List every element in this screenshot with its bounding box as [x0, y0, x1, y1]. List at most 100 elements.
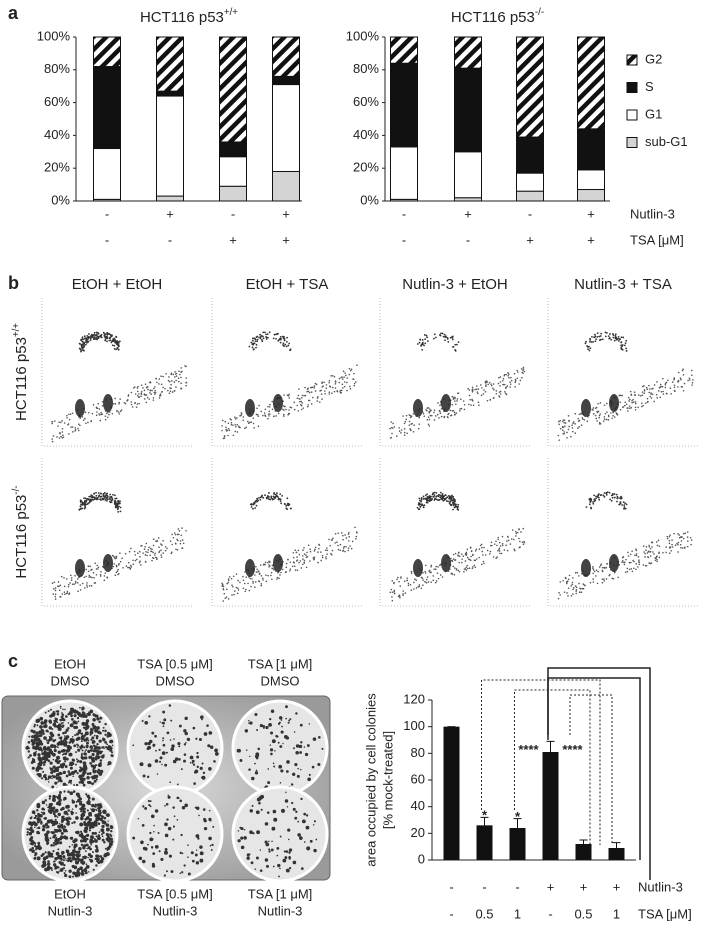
- dot: [147, 551, 149, 554]
- dot: [268, 566, 270, 568]
- dot: [452, 558, 455, 560]
- dot: [422, 579, 424, 581]
- dot: [228, 429, 231, 432]
- dot: [592, 502, 595, 505]
- dot: [247, 422, 250, 425]
- colony: [71, 735, 74, 738]
- dot: [508, 376, 510, 379]
- dot: [70, 426, 72, 428]
- dot: [557, 434, 560, 437]
- dot: [255, 343, 258, 346]
- dot: [83, 349, 85, 352]
- dot: [647, 400, 649, 403]
- colony: [84, 850, 87, 853]
- colony: [144, 806, 148, 810]
- dot: [126, 400, 128, 402]
- dot: [227, 422, 230, 425]
- dot: [144, 554, 147, 556]
- dot: [487, 383, 490, 386]
- colony: [256, 830, 261, 835]
- dot: [252, 580, 254, 583]
- colony: [51, 869, 53, 872]
- colony: [84, 867, 88, 870]
- dot: [445, 336, 447, 339]
- blob: [609, 394, 619, 412]
- dot: [95, 497, 98, 500]
- dot: [165, 372, 167, 375]
- dot: [234, 430, 237, 433]
- colony: [107, 820, 109, 822]
- dot: [680, 536, 682, 538]
- colony: [68, 772, 72, 777]
- colony: [61, 817, 66, 822]
- colony: [58, 771, 62, 776]
- colony: [280, 730, 284, 734]
- well-label: DMSO: [261, 673, 300, 688]
- colony: [107, 836, 111, 840]
- dot: [179, 542, 182, 545]
- dot: [99, 573, 102, 576]
- dot: [295, 551, 298, 554]
- colony: [49, 866, 53, 870]
- y-tick-label: 40%: [353, 127, 379, 142]
- colony: [183, 753, 187, 756]
- dot: [92, 334, 95, 336]
- dot: [395, 435, 398, 437]
- dot: [587, 348, 589, 350]
- colony: [81, 803, 86, 808]
- dot: [625, 503, 628, 506]
- colony: [54, 842, 58, 846]
- dot: [181, 539, 184, 541]
- flow-plot: [41, 298, 192, 447]
- row-label-text: HCT116 p53: [13, 495, 30, 579]
- panel-label: b: [8, 273, 19, 293]
- bar-segment: [93, 66, 121, 150]
- colony: [85, 843, 89, 847]
- colony: [305, 825, 310, 830]
- colony: [264, 858, 269, 862]
- colony: [313, 848, 317, 853]
- well-label: Nutlin-3: [153, 903, 198, 918]
- dot: [413, 588, 415, 590]
- colony: [244, 829, 246, 831]
- colony: [80, 755, 84, 759]
- dot: [641, 391, 644, 393]
- dot: [637, 556, 640, 558]
- dot: [222, 588, 225, 591]
- dot: [63, 591, 66, 593]
- condition-label: +: [613, 879, 621, 894]
- dot: [106, 340, 108, 343]
- condition-label: +: [282, 232, 290, 247]
- colony: [92, 749, 96, 753]
- dot: [433, 494, 436, 497]
- colony: [285, 868, 290, 873]
- colony: [79, 738, 81, 741]
- colony: [62, 718, 66, 722]
- colony: [96, 726, 100, 730]
- colony: [294, 763, 298, 767]
- colony: [75, 783, 79, 787]
- dot: [81, 503, 84, 505]
- dot: [514, 549, 516, 552]
- dot: [261, 340, 264, 343]
- colony: [51, 728, 54, 731]
- colony: [46, 825, 50, 829]
- colony: [68, 816, 70, 818]
- colony: [102, 738, 106, 742]
- dot: [136, 394, 139, 397]
- dot: [277, 571, 279, 574]
- dot: [598, 416, 600, 419]
- colony: [64, 715, 68, 718]
- colony: [248, 768, 251, 771]
- dot: [485, 385, 487, 387]
- dot: [499, 390, 502, 393]
- dot: [111, 412, 114, 415]
- colony: [73, 865, 78, 870]
- dot: [497, 538, 500, 541]
- colony: [173, 815, 176, 818]
- dot: [66, 590, 69, 593]
- colony: [34, 826, 36, 829]
- dot: [315, 383, 318, 386]
- bar-segment: [272, 170, 300, 202]
- dot: [418, 584, 421, 586]
